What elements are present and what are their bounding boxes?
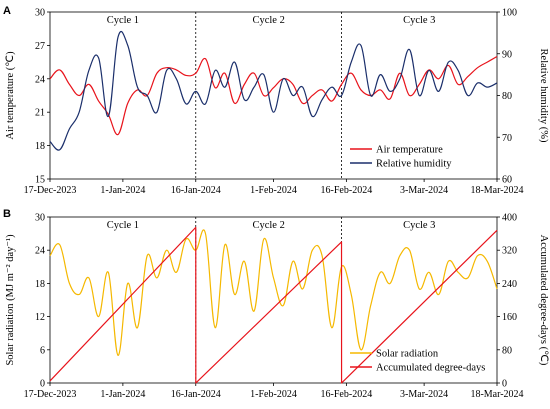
y-right-tick-label: 100 — [502, 8, 517, 19]
x-tick-label: 3-Mar-2024 — [400, 389, 448, 400]
y-right-tick-label: 80 — [502, 91, 512, 102]
series-accumulated-degree-days-line — [49, 226, 498, 384]
x-tick-label: 1-Feb-2024 — [250, 389, 297, 400]
y-right-tick-label: 320 — [502, 246, 517, 257]
legend-air-temperature-label: Air temperature — [376, 145, 443, 156]
y-right-tick-label: 80 — [502, 345, 512, 356]
panel-B: B 0 6 12 18 24 30 0 80 160 240 320 400 17-Dec-2023 1-J… — [3, 208, 549, 400]
x-tick-label: 16-Feb-2024 — [321, 185, 373, 196]
y-right-tick-label: 70 — [502, 133, 512, 144]
panel-A: A 15 18 21 24 27 30 60 70 80 90 100 17-Dec-2023 1-Jan… — [3, 5, 549, 196]
y-left-tick-label: 15 — [35, 175, 45, 186]
y-left-tick-label: 30 — [35, 8, 45, 19]
y-right-tick-label: 160 — [502, 312, 517, 323]
x-tick-label: 1-Feb-2024 — [250, 185, 297, 196]
y-right-axis-title: Relative humidity (%) — [538, 49, 549, 143]
legend-solar-radiation-label: Solar radiation — [376, 349, 439, 360]
cycle-label: Cycle 3 — [403, 220, 435, 231]
panel-letter: B — [3, 208, 11, 220]
y-left-tick-label: 12 — [35, 312, 45, 323]
x-tick-label: 3-Mar-2024 — [400, 185, 448, 196]
x-tick-label: 18-Mar-2024 — [470, 389, 523, 400]
cycle-label: Cycle 3 — [403, 15, 435, 26]
y-right-axis-title: Accumulated degree-days (℃) — [538, 235, 549, 366]
y-right-tick-label: 400 — [502, 213, 517, 224]
y-left-tick-label: 0 — [40, 379, 45, 390]
y-left-tick-label: 21 — [35, 108, 45, 119]
y-left-axis-title: Air temperature (℃) — [5, 51, 16, 140]
legend-relative-humidity-label: Relative humidity — [376, 159, 452, 170]
x-tick-label: 16-Feb-2024 — [321, 389, 373, 400]
y-right-tick-label: 0 — [502, 379, 507, 390]
cycle-label: Cycle 2 — [252, 15, 284, 26]
legend-accumulated-degree-days-label: Accumulated degree-days — [376, 363, 485, 374]
cycle-label: Cycle 1 — [107, 15, 139, 26]
x-tick-label: 18-Mar-2024 — [470, 185, 523, 196]
cycle-label: Cycle 2 — [252, 220, 284, 231]
y-left-tick-label: 18 — [35, 141, 45, 152]
x-tick-label: 16-Jan-2024 — [171, 389, 221, 400]
series-relative-humidity-line — [49, 31, 498, 151]
y-left-tick-label: 18 — [35, 279, 45, 290]
x-tick-label: 1-Jan-2024 — [100, 389, 145, 400]
x-tick-label: 17-Dec-2023 — [24, 389, 77, 400]
series-solar-radiation-line — [49, 229, 498, 356]
y-right-tick-label: 90 — [502, 49, 512, 60]
x-tick-label: 1-Jan-2024 — [100, 185, 145, 196]
x-tick-label: 16-Jan-2024 — [171, 185, 221, 196]
y-left-tick-label: 27 — [35, 41, 45, 52]
x-tick-label: 17-Dec-2023 — [24, 185, 77, 196]
y-left-tick-label: 24 — [35, 74, 45, 85]
panel-letter: A — [3, 5, 11, 17]
y-right-tick-label: 60 — [502, 175, 512, 186]
y-left-axis-title: Solar radiation (MJ m⁻² day⁻¹) — [5, 234, 16, 366]
y-left-tick-label: 6 — [40, 345, 45, 356]
y-left-tick-label: 30 — [35, 213, 45, 224]
y-left-tick-label: 24 — [35, 246, 45, 257]
cycle-label: Cycle 1 — [107, 220, 139, 231]
series-air-temperature-line — [49, 56, 498, 136]
y-right-tick-label: 240 — [502, 279, 517, 290]
